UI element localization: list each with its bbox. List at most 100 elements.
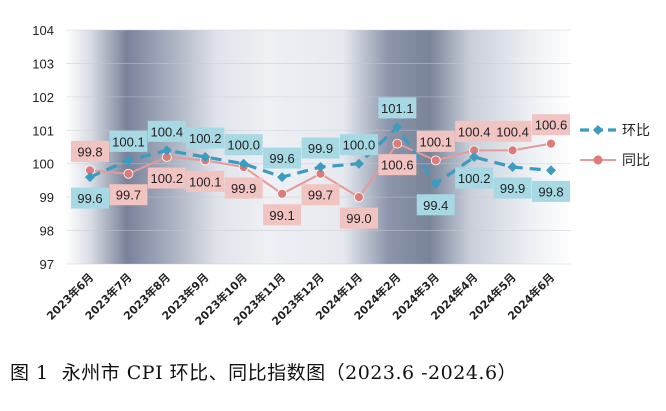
data-label-huanbi: 99.6 [263,147,302,169]
point-huanbi [469,152,480,163]
data-label-text: 100.0 [227,138,260,153]
data-label-tongbi: 99.0 [339,207,378,229]
data-label-box [224,134,263,156]
data-label-box [109,184,148,206]
data-label-box [339,134,378,156]
data-label-tongbi: 99.8 [71,140,109,162]
point-huanbi [85,172,95,183]
data-labels-layer: 99.6 99.8 100.1 99.7 100.4 100.2 100.2 100.1 100… [71,97,570,229]
data-label-box [455,120,494,142]
point-huanbi [392,121,403,132]
data-label-text: 99.9 [308,141,333,156]
point-huanbi [507,162,518,173]
data-label-box [339,207,378,229]
data-label-box [301,137,340,159]
y-tick-label: 100 [32,157,54,172]
point-huanbi [200,152,211,163]
data-label-box [493,120,532,142]
cpi-chart: 97 98 99 100 101 102 103 104 2023年6月2023年7月2023… [32,23,650,328]
point-tongbi [123,168,134,179]
data-label-text: 99.7 [308,188,333,203]
point-huanbi [161,145,172,156]
x-axis: 2023年6月2023年7月2023年8月2023年9月2023年10月2023… [44,270,558,328]
y-tick-label: 97 [40,257,54,272]
data-label-box [416,130,455,152]
data-label-text: 100.4 [496,124,529,139]
data-label-text: 99.9 [231,181,256,196]
data-label-text: 100.2 [189,131,222,146]
data-label-box [416,194,455,216]
data-label-text: 99.0 [346,211,371,226]
data-label-text: 100.1 [112,134,145,149]
data-label-tongbi: 99.1 [263,204,302,226]
data-label-huanbi: 101.1 [378,97,417,119]
data-label-box [263,147,302,169]
point-huanbi [277,172,288,183]
data-label-tongbi: 100.6 [532,114,570,136]
data-label-text: 100.4 [151,124,184,139]
figure-caption: 图 1 永州市 CPI 环比、同比指数图（2023.6 -2024.6） [10,362,518,384]
point-tongbi [354,192,364,203]
legend-marker-huanbi [593,125,603,135]
data-label-box [109,130,148,152]
data-label-text: 99.1 [269,208,294,223]
y-tick-label: 103 [32,56,54,71]
data-label-huanbi: 100.1 [109,130,148,152]
data-label-box [378,97,417,119]
data-label-box [186,170,225,192]
y-tick-label: 102 [32,90,54,105]
data-label-box [71,140,109,162]
point-tongbi [392,138,403,149]
data-label-box [532,180,570,202]
data-label-text: 99.4 [423,198,448,213]
data-label-text: 100.6 [535,118,568,133]
point-huanbi [546,165,556,176]
legend-label-huanbi: 环比 [622,123,650,139]
data-label-huanbi: 99.8 [532,180,570,202]
data-label-text: 101.1 [381,101,414,116]
data-label-box [224,177,263,199]
y-tick-label: 98 [40,224,54,239]
data-label-text: 99.6 [77,191,102,206]
data-label-box [378,154,417,176]
data-label-tongbi: 100.4 [493,120,532,142]
point-huanbi [238,158,249,169]
data-label-tongbi: 99.7 [301,184,340,206]
point-huanbi [353,158,364,169]
data-label-tongbi: 100.6 [378,154,417,176]
data-label-text: 100.2 [151,171,184,186]
data-label-text: 99.8 [538,184,563,199]
data-label-huanbi: 100.0 [339,134,378,156]
data-label-box [186,127,225,149]
legend-label-tongbi: 同比 [622,153,650,169]
point-huanbi [123,155,134,166]
point-tongbi [507,145,518,156]
y-tick-label: 104 [32,23,54,38]
data-label-tongbi: 99.7 [109,184,148,206]
data-label-text: 99.6 [269,151,294,166]
legend-marker-tongbi [593,155,603,165]
point-tongbi [430,155,441,166]
point-huanbi [315,162,326,173]
data-label-tongbi: 99.9 [224,177,263,199]
data-label-huanbi: 99.9 [493,177,532,199]
y-axis: 97 98 99 100 101 102 103 104 [32,23,54,272]
data-label-tongbi: 100.4 [455,120,494,142]
series-layer [85,121,556,203]
data-label-huanbi: 100.2 [186,127,225,149]
data-label-text: 100.1 [189,174,222,189]
data-label-box [301,184,340,206]
data-label-tongbi: 100.2 [147,167,186,189]
data-label-text: 100.4 [458,124,491,139]
data-label-huanbi: 99.9 [301,137,340,159]
data-label-text: 99.9 [500,181,525,196]
data-label-text: 99.7 [116,188,141,203]
data-label-text: 100.2 [458,171,491,186]
data-label-box [71,187,109,209]
data-label-huanbi: 100.0 [224,134,263,156]
data-label-text: 99.8 [77,144,102,159]
data-label-huanbi: 100.4 [147,120,186,142]
point-tongbi [546,138,556,149]
point-huanbi [430,178,441,189]
